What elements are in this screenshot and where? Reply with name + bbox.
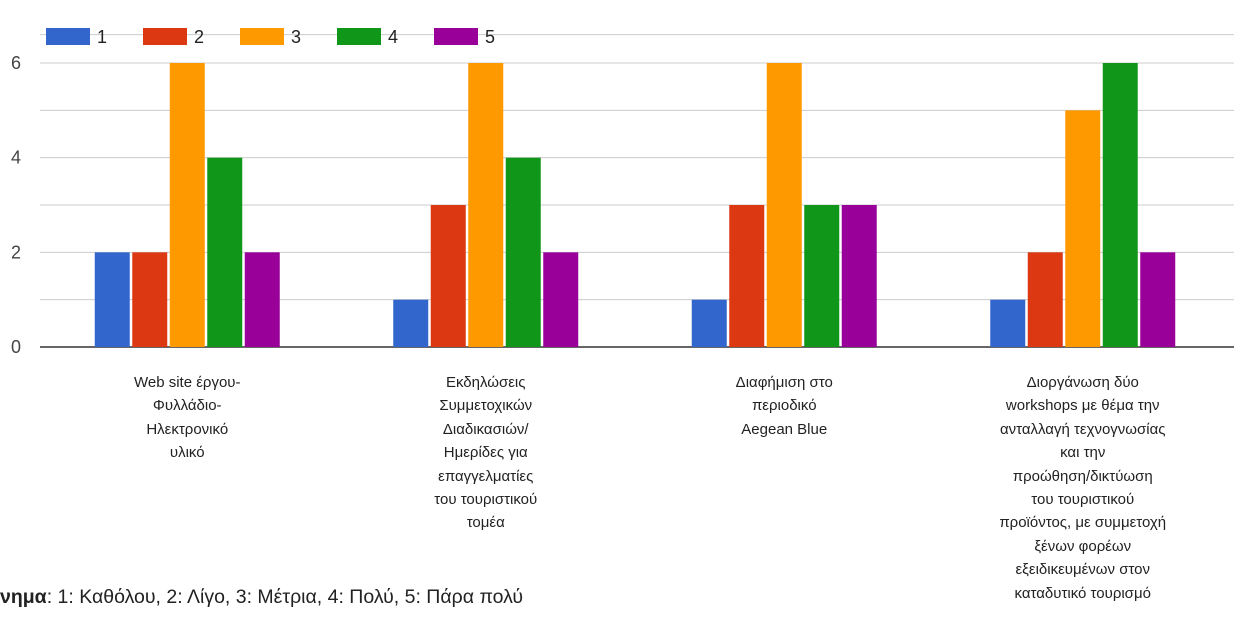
bar-series-5 [1140,252,1176,347]
legend-label-4: 4 [388,27,398,47]
x-category-label: Εκδηλώσεις Συμμετοχικών Διαδικασιών/ Ημε… [434,374,538,532]
bars [94,63,1176,347]
legend-note-text: : 1: Καθόλου, 2: Λίγο, 3: Μέτρια, 4: Πολ… [46,586,524,608]
y-axis-ticks: 0 2 4 6 [11,53,21,357]
bar-series-5 [244,252,280,347]
bar-series-1 [94,252,130,347]
x-category-label: Διοργάνωση δύο workshops με θέμα την αντ… [999,374,1167,602]
bar-series-2 [132,252,168,347]
bar-series-4 [1102,63,1138,347]
y-tick-label: 4 [11,148,21,168]
bar-series-4 [804,205,840,347]
legend-label-3: 3 [291,27,301,47]
legend: 1 2 3 4 5 [46,27,495,47]
bar-series-3 [766,63,802,347]
legend-note-bold: νημα [0,586,47,608]
bar-series-5 [543,252,579,347]
bar-series-3 [1065,110,1101,347]
bar-series-2 [430,205,466,347]
bar-series-2 [729,205,765,347]
y-tick-label: 2 [11,242,21,262]
bar-series-1 [691,299,727,347]
legend-note: νημα: 1: Καθόλου, 2: Λίγο, 3: Μέτρια, 4:… [0,586,523,609]
bar-series-2 [1027,252,1063,347]
legend-swatch-5 [434,28,478,45]
legend-label-1: 1 [97,27,107,47]
legend-swatch-1 [46,28,90,45]
bar-series-3 [169,63,205,347]
legend-label-2: 2 [194,27,204,47]
y-tick-label: 6 [11,53,21,73]
bar-series-1 [990,299,1026,347]
x-category-label: Web site έργου- Φυλλάδιο- Ηλεκτρονικό υλ… [133,374,241,462]
x-category-label: Διαφήμιση στο περιοδικό Aegean Blue [735,374,833,438]
bar-series-4 [505,157,541,347]
bar-series-1 [393,299,429,347]
legend-label-5: 5 [485,27,495,47]
bar-series-4 [207,157,243,347]
y-tick-label: 0 [11,337,21,357]
bar-series-3 [468,63,504,347]
legend-swatch-2 [143,28,187,45]
bar-series-5 [841,205,877,347]
legend-swatch-4 [337,28,381,45]
legend-swatch-3 [240,28,284,45]
